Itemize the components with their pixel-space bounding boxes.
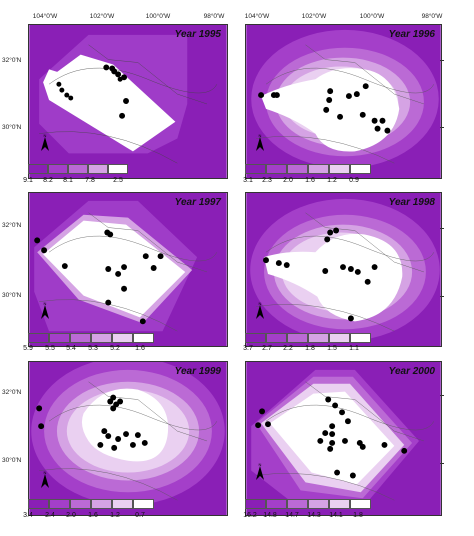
year-label-1998: Year 1998 bbox=[388, 197, 435, 208]
legend-2000-v4: 14.1 bbox=[329, 512, 343, 519]
legend-1997-v2: 5.4 bbox=[66, 345, 76, 352]
legend-1999-v1: 2.4 bbox=[45, 512, 55, 519]
lat-label-1999-top: 32°0'N bbox=[2, 389, 22, 396]
legend-1995-v1: 8.2 bbox=[43, 177, 53, 184]
svg-text:N: N bbox=[259, 462, 262, 467]
map-panel-2000: Year 2000 N bbox=[245, 361, 442, 516]
year-label-1996: Year 1996 bbox=[388, 29, 435, 40]
legend-1996-v3: 1.6 bbox=[305, 177, 315, 184]
legend-2000-v3: 14.3 bbox=[307, 512, 321, 519]
legend-1998-v0: 3.7 bbox=[243, 345, 253, 352]
legend-2000-v1: 14.8 bbox=[263, 512, 277, 519]
legend-1998 bbox=[245, 333, 371, 343]
map-panel-1998: Year 1998 N bbox=[245, 192, 442, 347]
map-panel-1995: Year 1995 N bbox=[28, 24, 228, 179]
tick-1998-bottom bbox=[440, 296, 444, 297]
legend-1995-v2: 8.1 bbox=[63, 177, 73, 184]
legend-1999-v5: 0.7 bbox=[135, 512, 145, 519]
legend-1998-v3: 1.8 bbox=[305, 345, 315, 352]
legend-1999-v0: 3.4 bbox=[23, 512, 33, 519]
legend-1996-v4: 1.2 bbox=[327, 177, 337, 184]
year-label-1999: Year 1999 bbox=[174, 366, 221, 377]
north-arrow-icon: N bbox=[256, 133, 264, 151]
legend-1998-v1: 2.7 bbox=[262, 345, 272, 352]
map-2000 bbox=[246, 362, 441, 515]
legend-1997-v4: 5.2 bbox=[110, 345, 120, 352]
lon-label-98: 98°0'W bbox=[203, 13, 225, 20]
tick-1998-top bbox=[440, 228, 444, 229]
legend-1996-v0: 3.1 bbox=[243, 177, 253, 184]
lon-label-98-right: 98°0'W bbox=[421, 13, 443, 20]
legend-1999 bbox=[28, 499, 154, 509]
legend-1997-v1: 5.5 bbox=[45, 345, 55, 352]
lat-label-1995-top: 32°0'N bbox=[2, 57, 22, 64]
year-label-1995: Year 1995 bbox=[174, 29, 221, 40]
map-1999 bbox=[29, 362, 227, 515]
map-1997 bbox=[29, 193, 227, 346]
legend-2000-v5: 1.8 bbox=[353, 512, 363, 519]
legend-1995 bbox=[28, 164, 128, 174]
legend-1998-v4: 1.5 bbox=[327, 345, 337, 352]
lon-label-104-right: 104°0'W bbox=[244, 13, 270, 20]
lat-label-1995-bottom: 30°0'N bbox=[2, 124, 22, 131]
legend-1997-v5: 1.6 bbox=[135, 345, 145, 352]
legend-1998-v5: 1.1 bbox=[349, 345, 359, 352]
north-arrow-icon: N bbox=[256, 462, 264, 480]
svg-text:N: N bbox=[44, 133, 47, 138]
legend-1995-v0: 9.1 bbox=[23, 177, 33, 184]
north-arrow-icon: N bbox=[41, 470, 49, 488]
svg-text:N: N bbox=[259, 133, 262, 138]
tick-1996-bottom bbox=[440, 127, 444, 128]
lat-label-1997-top: 32°0'N bbox=[2, 222, 22, 229]
legend-2000 bbox=[245, 499, 371, 509]
lon-label-100: 100°0'W bbox=[145, 13, 171, 20]
map-1998 bbox=[246, 193, 441, 346]
year-label-1997: Year 1997 bbox=[174, 197, 221, 208]
lon-label-102: 102°0'W bbox=[89, 13, 115, 20]
map-1995 bbox=[29, 25, 227, 178]
map-1996 bbox=[246, 25, 441, 178]
legend-2000-v0: 16.2 bbox=[243, 512, 257, 519]
map-panel-1997: Year 1997 N bbox=[28, 192, 228, 347]
legend-1996-v5: 0.9 bbox=[349, 177, 359, 184]
tick-1996-top bbox=[440, 60, 444, 61]
legend-1996-v2: 2.0 bbox=[283, 177, 293, 184]
svg-text:N: N bbox=[259, 301, 262, 306]
legend-1999-v4: 1.2 bbox=[110, 512, 120, 519]
legend-1999-v3: 1.6 bbox=[88, 512, 98, 519]
tick-2000-bottom bbox=[440, 463, 444, 464]
legend-1997-v3: 5.3 bbox=[88, 345, 98, 352]
svg-text:N: N bbox=[44, 301, 47, 306]
lon-label-100-right: 100°0'W bbox=[359, 13, 385, 20]
lat-label-1997-bottom: 30°0'N bbox=[2, 292, 22, 299]
map-panel-1999: Year 1999 N bbox=[28, 361, 228, 516]
map-panel-1996: Year 1996 N bbox=[245, 24, 442, 179]
lon-label-104: 104°0'W bbox=[32, 13, 58, 20]
legend-1995-v4: 2.5 bbox=[113, 177, 123, 184]
year-label-2000: Year 2000 bbox=[388, 366, 435, 377]
svg-text:N: N bbox=[44, 470, 47, 475]
lat-label-1999-bottom: 30°0'N bbox=[2, 457, 22, 464]
legend-1998-v2: 2.2 bbox=[283, 345, 293, 352]
tick-2000-top bbox=[440, 395, 444, 396]
legend-1996 bbox=[245, 164, 371, 174]
legend-1999-v2: 2.0 bbox=[66, 512, 76, 519]
north-arrow-icon: N bbox=[256, 301, 264, 319]
legend-1997-v0: 5.9 bbox=[23, 345, 33, 352]
legend-2000-v2: 14.7 bbox=[285, 512, 299, 519]
lon-label-102-right: 102°0'W bbox=[301, 13, 327, 20]
legend-1996-v1: 2.3 bbox=[262, 177, 272, 184]
legend-1995-v3: 7.8 bbox=[85, 177, 95, 184]
north-arrow-icon: N bbox=[41, 133, 49, 151]
north-arrow-icon: N bbox=[41, 301, 49, 319]
legend-1997 bbox=[28, 333, 154, 343]
